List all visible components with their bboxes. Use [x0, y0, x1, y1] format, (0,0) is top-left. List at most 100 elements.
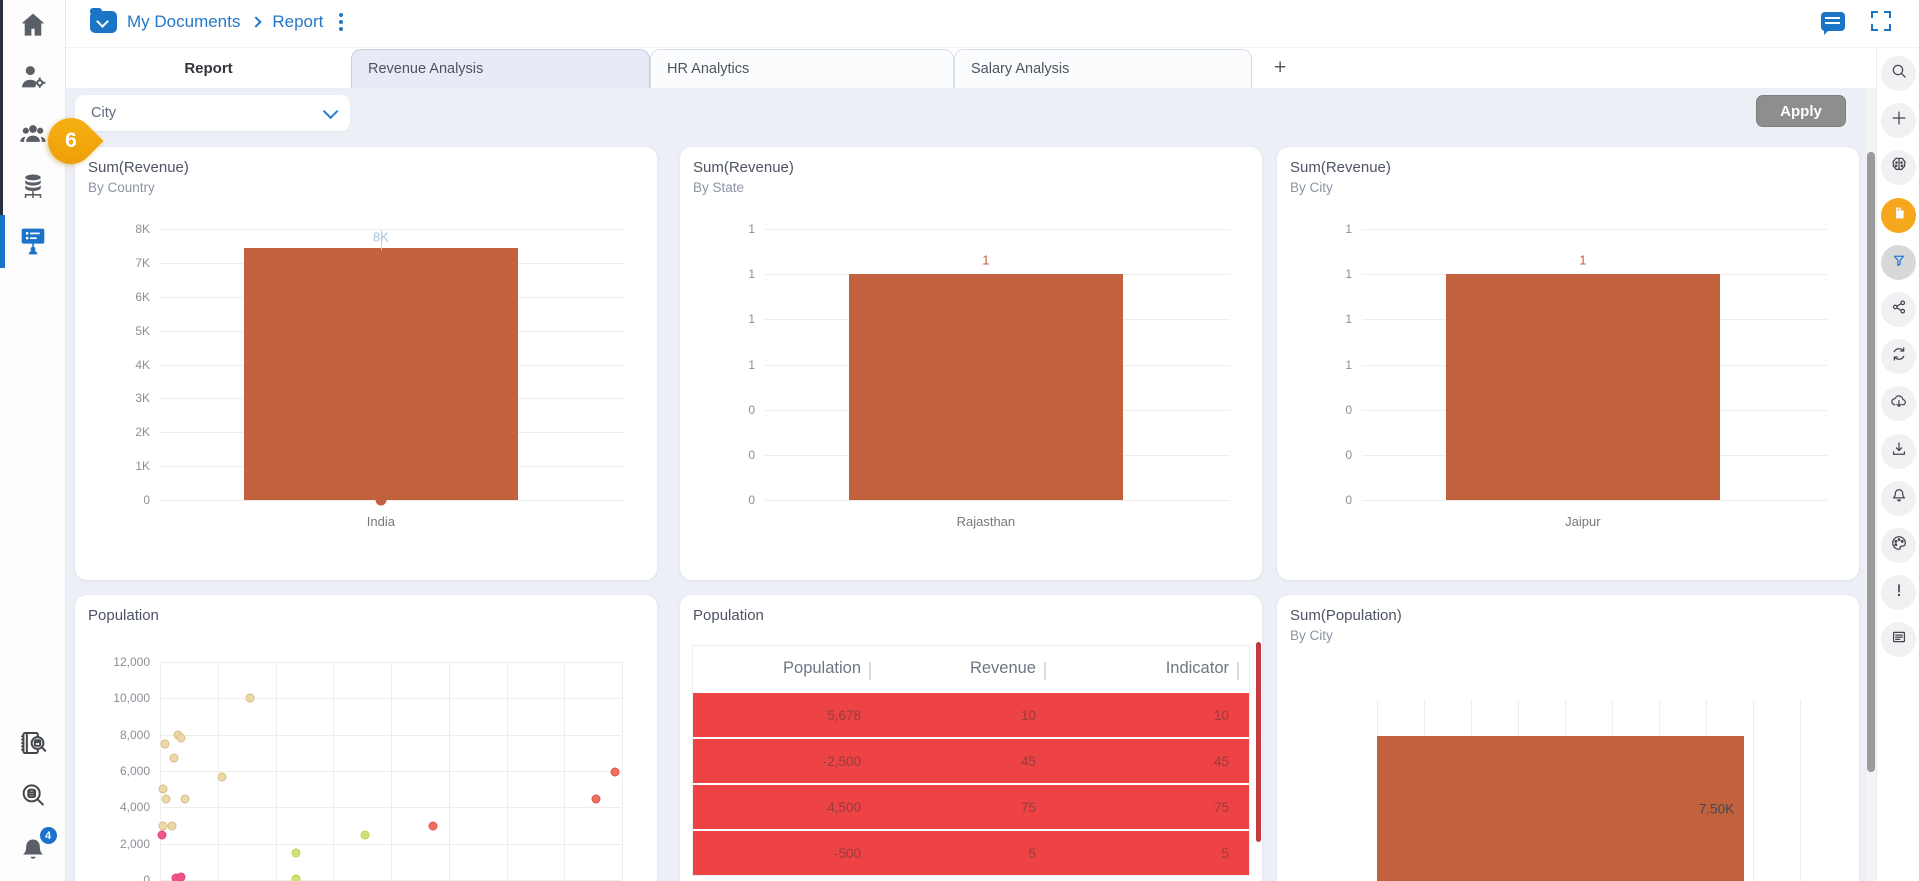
sidebar-item-groups[interactable] — [13, 117, 53, 157]
bar-india[interactable] — [244, 248, 518, 500]
filter-button[interactable] — [1881, 245, 1916, 280]
theme-button[interactable] — [1881, 528, 1916, 563]
scatter-point-tan[interactable] — [218, 773, 227, 782]
table-column-header[interactable]: Indicator — [1046, 659, 1239, 678]
scatter-point-pink[interactable] — [158, 830, 167, 839]
sidebar-item-search-data[interactable] — [13, 777, 53, 817]
vertical-scrollbar-track[interactable] — [1866, 88, 1876, 881]
widget-population-table[interactable]: Population PopulationRevenueIndicator 5,6… — [680, 595, 1262, 881]
bar-value-label: 8K — [373, 230, 389, 245]
widget-population-scatter[interactable]: Population 12,00010,0008,0006,0004,0002,… — [75, 595, 657, 881]
plus-icon — [1889, 108, 1909, 133]
widget-sum-revenue-by-country[interactable]: Sum(Revenue) By Country 8K7K6K5K4K3K2K1K… — [75, 147, 657, 580]
widget-sum-revenue-by-city[interactable]: Sum(Revenue) By City 11110001Jaipur — [1277, 147, 1859, 580]
sidebar-item-data-sources[interactable] — [13, 168, 53, 208]
search-button[interactable] — [1881, 56, 1916, 91]
scatter-point-red[interactable] — [592, 795, 601, 804]
share-button[interactable] — [1881, 292, 1916, 327]
sidebar-item-data-catalog[interactable] — [13, 725, 53, 765]
bar-chart[interactable]: 11110001Rajasthan — [765, 229, 1230, 500]
sidebar-item-dashboards[interactable] — [13, 222, 53, 262]
scatter-point-tan[interactable] — [181, 794, 190, 803]
tab-hr-analytics[interactable]: HR Analytics — [650, 49, 954, 88]
y-axis-tick: 0 — [748, 448, 755, 462]
table-column-header[interactable]: Revenue — [871, 659, 1046, 678]
y-axis-tick: 2,000 — [120, 837, 150, 851]
alerts-button[interactable] — [1881, 481, 1916, 516]
table-row[interactable]: -2,5004545 — [693, 737, 1249, 783]
widget-sum-population-by-city[interactable]: Sum(Population) By City Jaipur7.50K — [1277, 595, 1859, 881]
report-card-button[interactable] — [1881, 198, 1916, 233]
y-axis-tick: 0 — [1345, 448, 1352, 462]
scatter-chart[interactable]: 12,00010,0008,0006,0004,0002,0000 — [160, 662, 622, 880]
horizontal-bar-chart[interactable]: Jaipur7.50K — [1377, 700, 1847, 881]
scatter-point-green[interactable] — [291, 874, 300, 881]
catalog-search-icon — [17, 727, 49, 764]
scatter-point-green[interactable] — [291, 849, 300, 858]
sidebar-item-home[interactable] — [13, 7, 53, 47]
ai-insights-button[interactable] — [1881, 150, 1916, 185]
bar-rajasthan[interactable] — [849, 274, 1123, 500]
tab-revenue-analysis[interactable]: Revenue Analysis — [351, 49, 650, 88]
y-axis-tick: 1 — [748, 312, 755, 326]
exclamation-icon — [1889, 580, 1909, 605]
add-button[interactable] — [1881, 103, 1916, 138]
bar-jaipur[interactable] — [1377, 736, 1744, 881]
vertical-scrollbar-thumb[interactable] — [1867, 152, 1875, 772]
sidebar-item-user-settings[interactable] — [13, 59, 53, 99]
comments-icon[interactable] — [1821, 12, 1845, 31]
y-axis-tick: 5K — [135, 324, 150, 338]
refresh-button[interactable] — [1881, 339, 1916, 374]
bar-jaipur[interactable] — [1446, 274, 1720, 500]
scatter-point-pink[interactable] — [176, 872, 185, 881]
more-options-icon[interactable] — [333, 10, 349, 34]
bar-chart[interactable]: 8K7K6K5K4K3K2K1K08KIndia — [160, 229, 625, 500]
widget-title: Sum(Revenue) — [693, 159, 794, 176]
apply-button[interactable]: Apply — [1756, 95, 1846, 127]
tab-salary-analysis[interactable]: Salary Analysis — [954, 49, 1252, 88]
table-column-header[interactable]: Population — [693, 659, 871, 678]
notes-button[interactable] — [1881, 622, 1916, 657]
scatter-point-tan[interactable] — [245, 694, 254, 703]
table-row[interactable]: 5,6781010 — [693, 691, 1249, 737]
scatter-point-green[interactable] — [361, 830, 370, 839]
scatter-point-red[interactable] — [428, 822, 437, 831]
users-icon — [17, 119, 49, 156]
scatter-point-tan[interactable] — [170, 754, 179, 763]
database-icon — [17, 170, 49, 207]
widget-sum-revenue-by-state[interactable]: Sum(Revenue) By State 11110001Rajasthan — [680, 147, 1262, 580]
cloud-download-button[interactable] — [1881, 386, 1916, 421]
fullscreen-icon[interactable] — [1871, 11, 1891, 31]
scatter-point-tan[interactable] — [160, 739, 169, 748]
table-row[interactable]: 4,5007575 — [693, 783, 1249, 829]
table-cell: 10 — [871, 708, 1046, 723]
bar-chart[interactable]: 11110001Jaipur — [1362, 229, 1827, 500]
document-icon — [1889, 203, 1909, 228]
scatter-point-red[interactable] — [611, 767, 620, 776]
table-row[interactable]: -50055 — [693, 829, 1249, 875]
scatter-point-tan[interactable] — [176, 733, 185, 742]
city-filter-dropdown[interactable]: City — [75, 95, 350, 131]
scatter-point-tan[interactable] — [161, 794, 170, 803]
add-tab-button[interactable]: + — [1266, 48, 1294, 88]
report-label: Report — [66, 48, 351, 88]
y-axis-tick: 4,000 — [120, 800, 150, 814]
scatter-point-tan[interactable] — [158, 785, 167, 794]
tab-bar: Report Revenue AnalysisHR AnalyticsSalar… — [66, 48, 1876, 88]
sidebar-item-notifications[interactable]: 4 — [13, 833, 53, 873]
widget-title: Sum(Revenue) — [88, 159, 189, 176]
share-icon — [1889, 297, 1909, 322]
warnings-button[interactable] — [1881, 575, 1916, 610]
widget-subtitle: By Country — [88, 180, 155, 195]
folder-icon[interactable] — [90, 11, 117, 33]
breadcrumb-report[interactable]: Report — [272, 12, 323, 32]
breadcrumb-my-documents[interactable]: My Documents — [127, 12, 240, 32]
scatter-point-tan[interactable] — [167, 821, 176, 830]
y-axis-tick: 1 — [748, 222, 755, 236]
download-button[interactable] — [1881, 434, 1916, 469]
y-axis-tick: 2K — [135, 425, 150, 439]
y-axis-tick: 1 — [748, 358, 755, 372]
data-table[interactable]: PopulationRevenueIndicator 5,6781010-2,50… — [692, 645, 1250, 876]
table-scrollbar[interactable] — [1256, 642, 1261, 842]
notification-count-badge: 4 — [40, 827, 57, 844]
